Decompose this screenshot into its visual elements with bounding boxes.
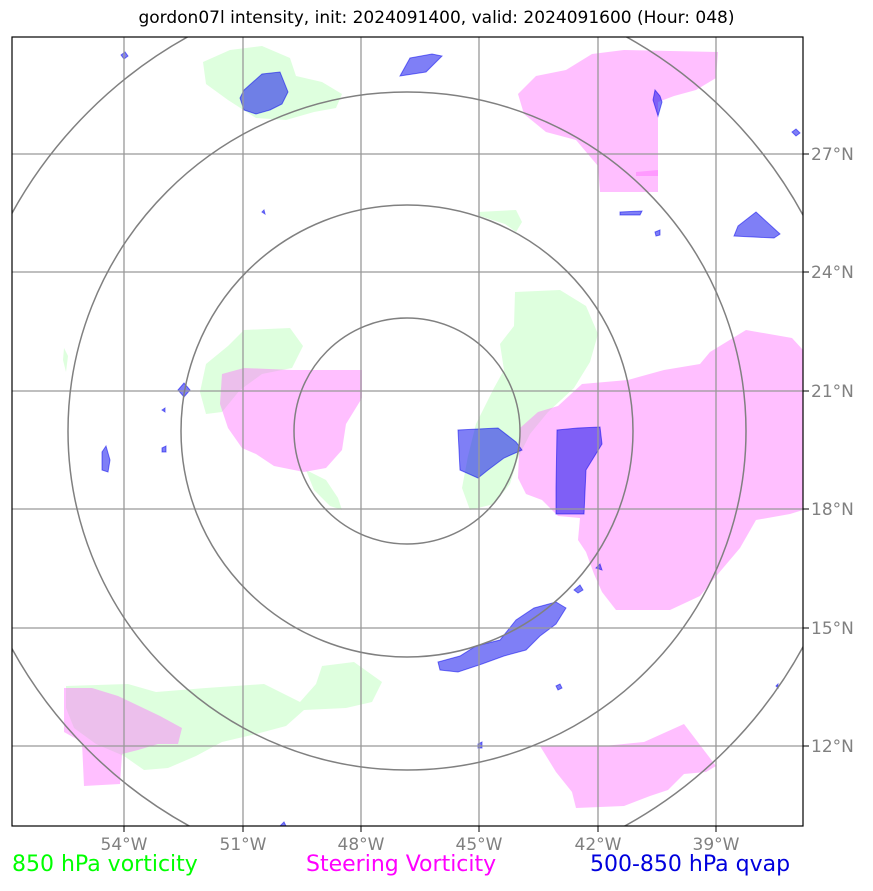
x-tick-label: 54°W: [101, 835, 148, 855]
legend-850hpa-vorticity: 850 hPa vorticity: [12, 852, 198, 877]
y-tick-label: 15°N: [811, 619, 854, 639]
range-ring: [67, 91, 747, 771]
gridlines: [12, 37, 803, 826]
x-tick-label: 48°W: [338, 835, 385, 855]
range-ring: [293, 317, 521, 545]
qvap-area: [239, 71, 289, 115]
qvap-area: [555, 683, 563, 691]
qvap-area: [279, 821, 287, 826]
qvap-areas: [101, 51, 801, 826]
qvap-area: [161, 445, 167, 453]
steering-area: [220, 368, 362, 472]
map-frame: [11, 36, 804, 827]
vort850-area: [478, 210, 522, 232]
qvap-area: [457, 427, 523, 479]
vort850-area: [306, 470, 342, 510]
qvap-area: [619, 210, 643, 216]
range-ring: [180, 204, 634, 658]
x-tick-label: 42°W: [575, 835, 622, 855]
qvap-area: [733, 211, 781, 239]
qvap-area: [437, 601, 567, 673]
tick-marks: [123, 153, 809, 832]
steering-area: [518, 50, 718, 192]
qvap-area: [775, 682, 779, 690]
steering-areas: [64, 50, 803, 808]
qvap-area: [161, 407, 166, 413]
legend-qvap: 500-850 hPa qvap: [590, 852, 791, 877]
qvap-area: [555, 426, 603, 515]
map-title: gordon07l intensity, init: 2024091400, v…: [138, 8, 735, 28]
legend-steering-vorticity: Steering Vorticity: [306, 852, 497, 877]
qvap-area: [654, 229, 661, 237]
range-rings: [12, 37, 803, 826]
qvap-area: [261, 209, 266, 216]
y-tick-label: 27°N: [811, 145, 854, 165]
x-tick-label: 51°W: [220, 835, 267, 855]
y-tick-label: 12°N: [811, 737, 854, 757]
steering-area: [518, 330, 803, 610]
steering-area: [636, 170, 658, 176]
qvap-area: [573, 584, 584, 594]
y-tick-label: 18°N: [811, 500, 854, 520]
qvap-area: [101, 444, 111, 473]
qvap-area: [652, 88, 663, 118]
steering-area: [540, 724, 716, 808]
qvap-area: [399, 53, 444, 77]
y-tick-label: 24°N: [811, 263, 854, 283]
x-tick-label: 39°W: [693, 835, 740, 855]
x-tick-label: 45°W: [456, 835, 503, 855]
vort850-area: [200, 328, 303, 414]
qvap-area: [791, 128, 801, 137]
y-tick-label: 21°N: [811, 382, 854, 402]
steering-area: [64, 688, 182, 786]
vort850-area: [63, 348, 68, 372]
